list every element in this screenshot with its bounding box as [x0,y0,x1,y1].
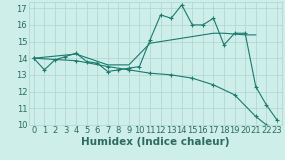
X-axis label: Humidex (Indice chaleur): Humidex (Indice chaleur) [81,137,230,147]
